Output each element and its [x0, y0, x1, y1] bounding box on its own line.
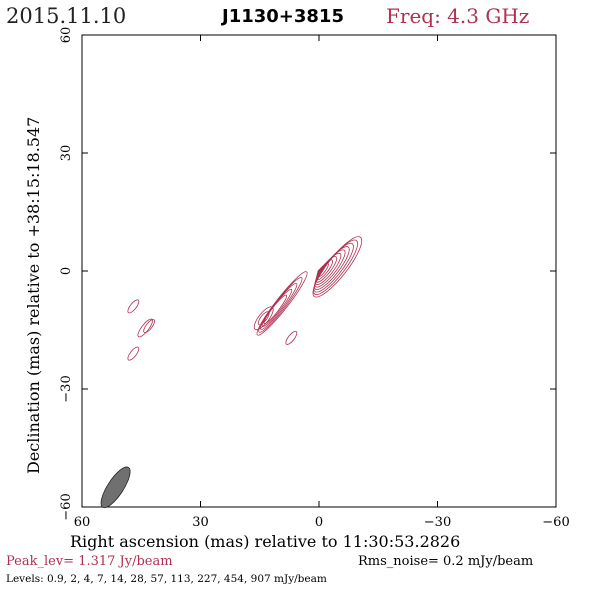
core-contour [317, 269, 321, 273]
y-tick-label: −30 [59, 375, 74, 402]
jet-contour [260, 282, 298, 330]
x-tick-label: 30 [192, 515, 209, 530]
frequency-label: Freq: 4.3 GHz [386, 4, 530, 28]
x-tick-label: −60 [542, 515, 569, 530]
component-contour [127, 299, 140, 314]
beam-ellipse [100, 466, 131, 509]
jet-contour [256, 271, 308, 336]
y-tick-label: 0 [59, 267, 74, 275]
component-contour [257, 311, 270, 326]
core-contour [313, 242, 354, 293]
y-tick-label: 60 [59, 27, 74, 44]
observation-date: 2015.11.10 [6, 4, 127, 28]
component-contour [253, 306, 274, 331]
x-tick-label: 60 [74, 515, 91, 530]
x-tick-label: 0 [315, 515, 323, 530]
component-contour [143, 319, 156, 334]
y-tick-label: 30 [59, 145, 74, 162]
component-contour [137, 318, 153, 338]
peak-level: Peak_lev= 1.317 Jy/beam [6, 554, 173, 569]
rms-noise: Rms_noise= 0.2 mJy/beam [358, 554, 534, 569]
component-contour [285, 330, 298, 345]
y-tick-label: −60 [59, 493, 74, 520]
core-contour [314, 246, 350, 291]
jet-contour [261, 288, 293, 327]
x-axis-label: Right ascension (mas) relative to 11:30:… [70, 532, 461, 551]
component-contour [127, 346, 140, 361]
y-axis-label: Declination (mas) relative to +38:15:18.… [24, 116, 43, 474]
source-name: J1130+3815 [222, 6, 344, 27]
x-tick-label: −30 [424, 515, 451, 530]
contour-layer [100, 236, 363, 509]
contour-levels: Levels: 0.9, 2, 4, 7, 14, 28, 57, 113, 2… [6, 573, 327, 585]
